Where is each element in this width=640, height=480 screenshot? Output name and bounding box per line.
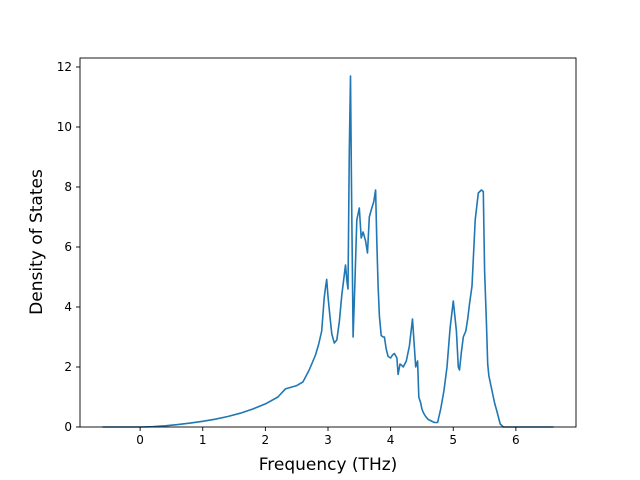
y-tick-label: 12 — [57, 60, 72, 74]
x-axis-label: Frequency (THz) — [259, 455, 398, 475]
y-tick-label: 2 — [64, 360, 72, 374]
y-tick-label: 6 — [64, 240, 72, 254]
plot-area — [79, 57, 577, 428]
x-axis-ticks: 0 1 2 3 4 5 6 — [136, 427, 520, 447]
x-tick-label: 3 — [324, 433, 332, 447]
x-tick-label: 5 — [449, 433, 457, 447]
x-tick-label: 2 — [262, 433, 270, 447]
y-tick-label: 10 — [57, 120, 72, 134]
y-tick-label: 8 — [64, 180, 72, 194]
y-tick-label: 4 — [64, 300, 72, 314]
y-tick-label: 0 — [64, 420, 72, 434]
x-tick-label: 4 — [387, 433, 395, 447]
dos-series-line-1 — [102, 75, 554, 428]
x-tick-label: 0 — [136, 433, 144, 447]
plot-frame — [79, 57, 577, 428]
y-axis-label: Density of States — [27, 169, 47, 315]
x-tick-label: 6 — [512, 433, 520, 447]
y-axis-ticks: 0 2 4 6 8 10 12 — [57, 60, 80, 434]
x-tick-label: 1 — [199, 433, 207, 447]
